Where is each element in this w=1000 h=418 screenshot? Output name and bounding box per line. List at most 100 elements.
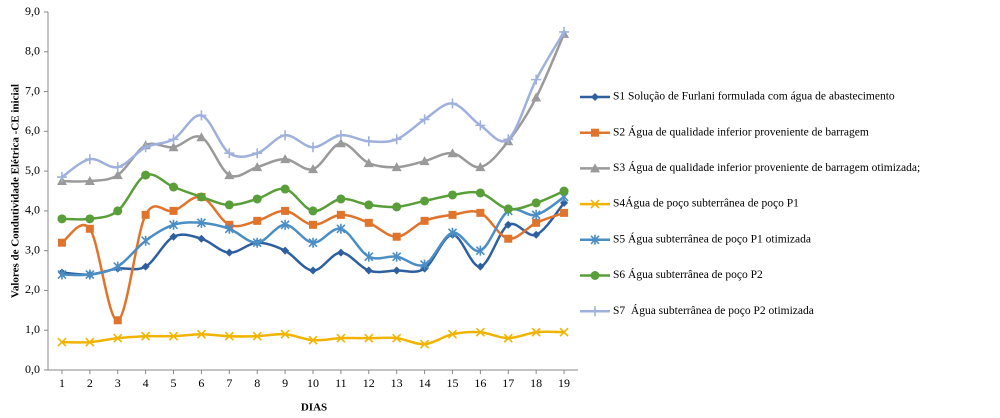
- x-tick-label: 13: [391, 376, 403, 390]
- marker: [590, 199, 600, 209]
- marker: [85, 269, 95, 280]
- marker: [419, 114, 430, 125]
- x-tick-label: 10: [307, 376, 319, 390]
- marker: [252, 162, 263, 172]
- marker: [336, 210, 345, 219]
- marker: [281, 246, 290, 255]
- y-tick-label: 8,0: [25, 44, 40, 58]
- marker: [253, 216, 262, 225]
- marker: [531, 327, 541, 337]
- marker: [281, 206, 290, 215]
- marker: [420, 196, 430, 206]
- marker: [559, 327, 569, 337]
- marker: [85, 224, 94, 233]
- x-tick-label: 17: [502, 376, 514, 390]
- marker: [280, 219, 290, 230]
- marker: [591, 128, 599, 137]
- y-tick-label: 1,0: [25, 322, 40, 336]
- marker: [84, 154, 95, 165]
- marker: [225, 248, 234, 257]
- marker: [196, 329, 206, 339]
- marker: [336, 223, 346, 234]
- marker: [392, 202, 402, 212]
- x-tick-label: 1: [59, 376, 65, 390]
- marker: [112, 170, 123, 180]
- legend: S1 Solução de Furlani formulada com água…: [580, 91, 920, 317]
- marker: [280, 154, 291, 164]
- marker: [392, 232, 401, 241]
- marker: [196, 192, 206, 202]
- marker: [419, 156, 430, 166]
- marker: [141, 262, 150, 271]
- marker: [447, 98, 458, 109]
- marker: [420, 259, 430, 270]
- marker: [364, 218, 373, 227]
- marker: [84, 176, 95, 186]
- marker: [531, 198, 541, 208]
- marker: [113, 261, 123, 272]
- x-tick-label: 12: [363, 376, 375, 390]
- marker: [252, 331, 262, 341]
- marker: [476, 262, 485, 271]
- y-tick-label: 0,0: [25, 362, 40, 376]
- x-tick-label: 8: [254, 376, 260, 390]
- x-tick-label: 16: [474, 376, 486, 390]
- marker: [476, 208, 485, 217]
- marker: [57, 337, 67, 347]
- marker: [531, 92, 542, 102]
- marker: [113, 206, 123, 216]
- marker: [364, 266, 373, 275]
- y-tick-label: 2,0: [25, 282, 40, 296]
- marker: [308, 206, 318, 216]
- marker: [559, 186, 569, 196]
- marker: [447, 329, 458, 339]
- marker: [392, 333, 402, 343]
- marker: [252, 148, 263, 159]
- marker: [224, 200, 234, 210]
- marker: [280, 329, 290, 339]
- marker: [504, 234, 513, 243]
- marker: [590, 271, 600, 280]
- y-tick-label: 7,0: [25, 83, 40, 97]
- marker: [85, 337, 95, 347]
- marker: [168, 331, 179, 341]
- marker: [475, 120, 486, 131]
- marker: [224, 223, 234, 234]
- marker: [224, 331, 234, 341]
- marker: [532, 218, 541, 227]
- marker: [531, 209, 541, 220]
- marker: [141, 170, 151, 180]
- marker: [169, 232, 178, 241]
- marker: [503, 333, 513, 343]
- marker: [57, 214, 67, 224]
- legend-label: S3 Água de qualidade inferior provenient…: [613, 160, 920, 174]
- x-tick-label: 6: [198, 376, 204, 390]
- x-tick-label: 9: [282, 376, 288, 390]
- marker: [196, 217, 206, 228]
- marker: [503, 134, 514, 145]
- legend-label: S4Água de poço subterrânea de poço P1: [613, 196, 799, 210]
- x-tick-label: 19: [558, 376, 570, 390]
- marker: [335, 130, 346, 141]
- x-tick-label: 7: [226, 376, 232, 390]
- marker: [280, 184, 290, 194]
- marker: [392, 266, 401, 275]
- marker: [447, 227, 458, 238]
- x-tick-label: 5: [171, 376, 177, 390]
- marker: [224, 170, 235, 180]
- y-tick-label: 9,0: [25, 4, 40, 18]
- marker: [141, 210, 150, 219]
- marker: [308, 142, 318, 153]
- marker: [590, 234, 600, 245]
- legend-label: S5 Água subterrânea de poço P1 otimizada: [613, 231, 811, 245]
- marker: [420, 216, 429, 225]
- y-axis-label: Valores de Condutividade Elétrica -CE in…: [10, 84, 22, 298]
- marker: [420, 339, 430, 349]
- marker: [168, 142, 179, 152]
- marker: [309, 266, 317, 275]
- y-tick-label: 4,0: [25, 203, 40, 217]
- marker: [392, 251, 402, 262]
- marker: [475, 327, 485, 337]
- marker: [391, 162, 402, 172]
